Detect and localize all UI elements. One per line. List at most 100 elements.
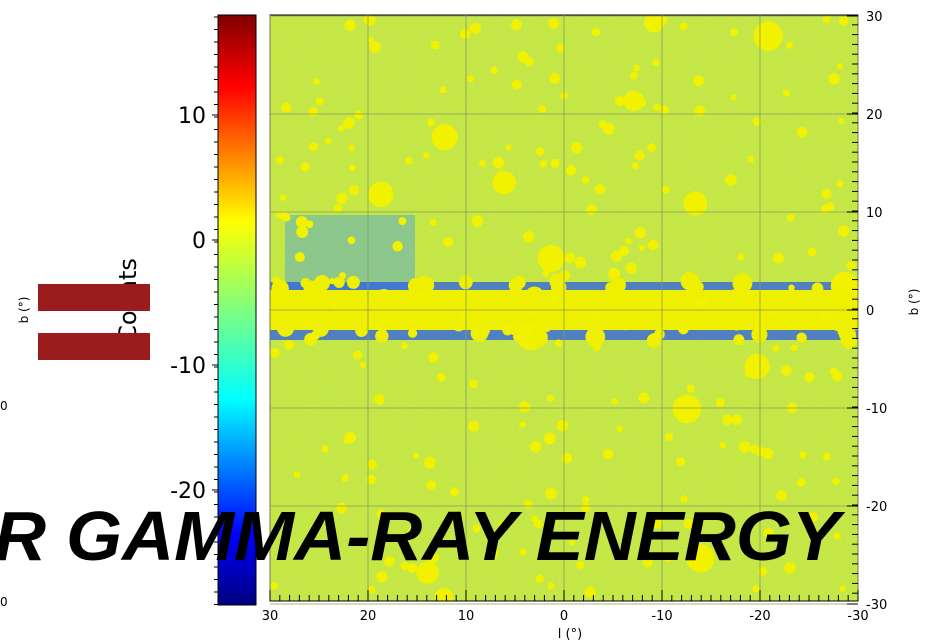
- source: [525, 306, 537, 318]
- x-tick-label: 0: [560, 609, 568, 624]
- source: [519, 548, 527, 556]
- source: [378, 322, 388, 332]
- source: [730, 28, 739, 37]
- source: [556, 419, 569, 432]
- source: [459, 28, 471, 40]
- source: [469, 23, 481, 35]
- source: [325, 137, 332, 145]
- source: [280, 194, 287, 201]
- source: [430, 40, 440, 50]
- source: [348, 185, 360, 196]
- colorbar-tick-label: -20: [170, 479, 206, 504]
- source: [574, 256, 587, 269]
- source: [822, 452, 831, 461]
- source: [603, 123, 615, 135]
- source: [538, 104, 547, 113]
- source: [591, 27, 600, 37]
- source: [309, 142, 319, 152]
- source: [355, 324, 368, 337]
- banner: R GAMMA-RAY ENERGY: [0, 497, 845, 575]
- x-tick-label: 30: [262, 609, 279, 624]
- source: [426, 480, 437, 490]
- source: [415, 275, 435, 295]
- source: [286, 294, 295, 303]
- source: [490, 66, 498, 75]
- source: [308, 106, 318, 117]
- source: [638, 392, 650, 404]
- source: [453, 320, 465, 332]
- source: [832, 371, 843, 382]
- source: [773, 252, 784, 264]
- source: [400, 561, 409, 571]
- source: [836, 62, 844, 70]
- source: [431, 124, 458, 151]
- source: [702, 290, 711, 299]
- source: [580, 502, 591, 513]
- source: [821, 189, 832, 200]
- source: [535, 574, 544, 584]
- source: [330, 302, 339, 310]
- source: [642, 557, 653, 568]
- source: [348, 164, 356, 172]
- source: [492, 170, 516, 195]
- source: [586, 204, 597, 215]
- x-tick-label: -20: [749, 609, 770, 624]
- source: [787, 214, 795, 222]
- source: [624, 237, 632, 245]
- source: [833, 532, 841, 540]
- source: [446, 540, 455, 549]
- source: [656, 15, 665, 24]
- source: [410, 317, 418, 325]
- source: [731, 414, 743, 425]
- source: [373, 291, 383, 300]
- source: [544, 325, 551, 332]
- source: [549, 73, 561, 84]
- source: [468, 420, 480, 432]
- source: [427, 571, 435, 579]
- red-bar: [38, 333, 150, 360]
- source: [807, 247, 817, 257]
- source: [752, 585, 760, 593]
- source: [545, 487, 557, 500]
- source: [427, 118, 436, 127]
- source: [758, 566, 768, 576]
- left-tick-label: 0: [0, 595, 8, 609]
- source: [276, 319, 295, 337]
- source: [427, 551, 439, 564]
- source: [341, 474, 349, 482]
- source: [784, 561, 796, 574]
- source: [295, 216, 308, 228]
- y-tick-label: 10: [866, 206, 883, 221]
- source: [511, 79, 522, 90]
- left-tick-label: 0: [0, 399, 8, 413]
- source: [591, 312, 600, 322]
- source: [581, 176, 590, 184]
- source: [832, 286, 843, 297]
- source: [422, 151, 430, 159]
- source: [679, 22, 688, 31]
- source: [366, 474, 377, 485]
- source: [510, 19, 522, 31]
- source: [672, 394, 702, 424]
- x-tick-label: 10: [458, 609, 475, 624]
- source: [719, 441, 727, 449]
- colorbar-tick-label: -10: [170, 354, 206, 379]
- y-tick-label: 20: [866, 108, 883, 123]
- source: [442, 236, 454, 248]
- y-axis-label: b (°): [907, 289, 921, 316]
- source: [692, 281, 704, 293]
- source: [733, 334, 745, 346]
- source: [623, 90, 645, 111]
- source: [385, 320, 392, 328]
- source: [338, 125, 345, 132]
- source: [730, 94, 737, 101]
- source: [543, 432, 556, 445]
- source: [522, 231, 535, 243]
- source: [796, 127, 808, 138]
- source: [367, 585, 376, 594]
- source: [561, 452, 573, 464]
- source: [633, 64, 640, 72]
- source: [738, 441, 751, 453]
- source: [647, 143, 656, 152]
